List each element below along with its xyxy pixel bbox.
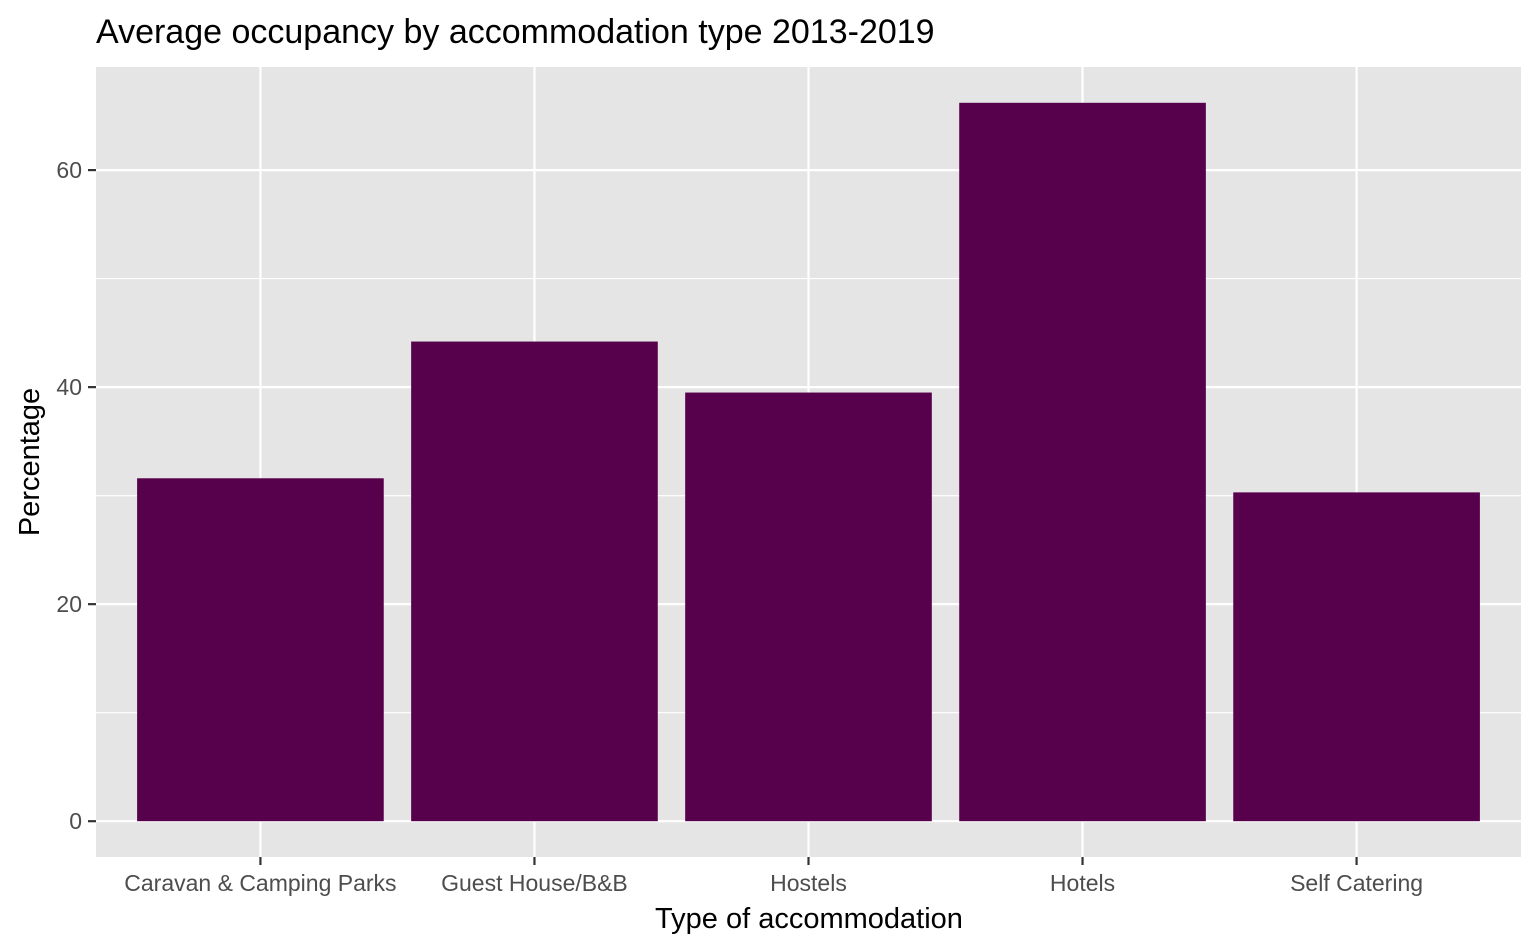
x-axis: Caravan & Camping Parks Guest House/B&B Ho… bbox=[124, 857, 1423, 896]
bar bbox=[685, 392, 932, 822]
bar bbox=[1233, 492, 1480, 822]
bar bbox=[959, 102, 1206, 822]
y-axis: 0 20 40 60 bbox=[56, 157, 96, 834]
y-axis-title: Percentage bbox=[14, 388, 46, 536]
x-tick-label: Self Catering bbox=[1290, 870, 1423, 896]
bar bbox=[137, 478, 384, 822]
x-axis-title: Type of accommodation bbox=[655, 903, 963, 935]
x-tick-label: Caravan & Camping Parks bbox=[124, 870, 396, 896]
bar bbox=[411, 341, 658, 822]
y-tick-label: 40 bbox=[56, 374, 82, 400]
x-tick-label: Hostels bbox=[770, 870, 847, 896]
x-tick-label: Hotels bbox=[1050, 870, 1115, 896]
y-tick-label: 60 bbox=[56, 157, 82, 183]
bars bbox=[137, 102, 1480, 822]
chart-title: Average occupancy by accommodation type … bbox=[96, 13, 935, 51]
y-tick-label: 0 bbox=[69, 808, 82, 834]
y-tick-label: 20 bbox=[56, 591, 82, 617]
x-tick-label: Guest House/B&B bbox=[441, 870, 628, 896]
